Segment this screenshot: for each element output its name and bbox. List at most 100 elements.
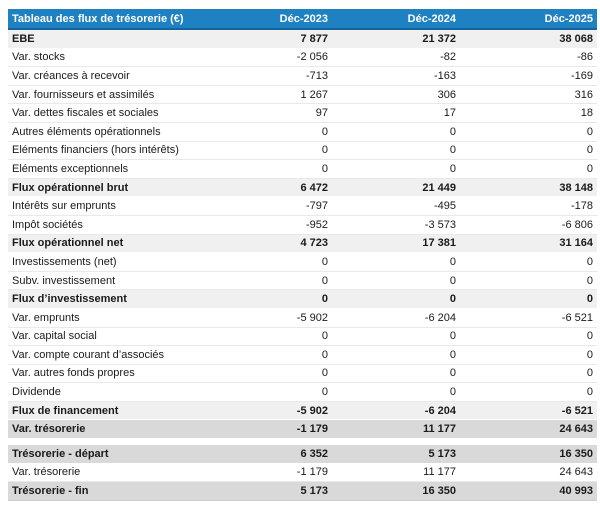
cell-value: 7 877 (203, 29, 332, 49)
row-label: Flux de financement (8, 401, 203, 421)
header-row: Tableau des flux de trésorerie (€) Déc-2… (8, 9, 597, 30)
table-row: Flux opérationnel brut 6 472 21 449 38 148 (8, 178, 597, 198)
cell-value: -163 (332, 66, 460, 86)
cell-value: 0 (332, 289, 460, 309)
cell-value: 11 177 (332, 463, 460, 483)
table-row: EBE 7 877 21 372 38 068 (8, 29, 597, 49)
cell-value: 11 177 (332, 419, 460, 440)
cell-value: 0 (460, 271, 597, 291)
cashflow-table: Tableau des flux de trésorerie (€) Déc-2… (8, 9, 597, 501)
cell-value: 0 (332, 345, 460, 365)
cell-value: 0 (203, 289, 332, 309)
cell-value: 0 (332, 159, 460, 179)
cell-value: 0 (460, 252, 597, 272)
cell-value: -952 (203, 215, 332, 235)
table-row: Var. créances à recevoir -713 -163 -169 (8, 66, 597, 86)
row-label: Var. trésorerie (8, 463, 203, 483)
row-label: Var. emprunts (8, 308, 203, 328)
cell-value: 0 (460, 122, 597, 142)
cell-value: 0 (203, 141, 332, 161)
table-row: Dividende 0 0 0 (8, 382, 597, 402)
cell-value: 0 (460, 141, 597, 161)
cell-value: 0 (203, 122, 332, 142)
cell-value: -169 (460, 66, 597, 86)
cell-value: 0 (203, 271, 332, 291)
row-label: Var. stocks (8, 48, 203, 68)
cell-value: -713 (203, 66, 332, 86)
table-row: Var. emprunts -5 902 -6 204 -6 521 (8, 308, 597, 328)
table-row: Eléments exceptionnels 0 0 0 (8, 159, 597, 179)
cell-value: 16 350 (460, 445, 597, 464)
row-label: Trésorerie - départ (8, 445, 203, 464)
table-row: Subv. investissement 0 0 0 (8, 271, 597, 291)
cell-value: 0 (332, 141, 460, 161)
table-row: Impôt sociétés -952 -3 573 -6 806 (8, 215, 597, 235)
cell-value: -1 179 (203, 419, 332, 440)
table-row: Var. capital social 0 0 0 (8, 327, 597, 347)
row-label: Var. fournisseurs et assimilés (8, 85, 203, 105)
cell-value: 1 267 (203, 85, 332, 105)
cell-value: 17 (332, 103, 460, 123)
cell-value: 5 173 (203, 481, 332, 501)
cell-value: -6 204 (332, 308, 460, 328)
column-header-dec-2025: Déc-2025 (460, 9, 597, 30)
cell-value: 0 (460, 382, 597, 402)
cell-value: -6 521 (460, 308, 597, 328)
cell-value: 0 (332, 271, 460, 291)
cell-value: 18 (460, 103, 597, 123)
cell-value: 316 (460, 85, 597, 105)
cell-value: 0 (460, 345, 597, 365)
cell-value: 0 (460, 327, 597, 347)
cell-value: -6 806 (460, 215, 597, 235)
cell-value: 38 148 (460, 178, 597, 198)
spacer-row (8, 438, 597, 446)
row-label: Impôt sociétés (8, 215, 203, 235)
cell-value: 0 (332, 327, 460, 347)
table-row: Var. trésorerie -1 179 11 177 24 643 (8, 419, 597, 440)
cashflow-table-container: Tableau des flux de trésorerie (€) Déc-2… (8, 9, 597, 501)
row-label: EBE (8, 29, 203, 49)
cell-value: 0 (460, 159, 597, 179)
table-row: Flux opérationnel net 4 723 17 381 31 164 (8, 234, 597, 254)
cell-value: -6 204 (332, 401, 460, 421)
row-label: Intérêts sur emprunts (8, 196, 203, 216)
row-label: Flux opérationnel brut (8, 178, 203, 198)
row-label: Eléments exceptionnels (8, 159, 203, 179)
table-row: Autres éléments opérationnels 0 0 0 (8, 122, 597, 142)
cell-value: 97 (203, 103, 332, 123)
cell-value: -5 902 (203, 401, 332, 421)
cell-value: 4 723 (203, 234, 332, 254)
row-label: Var. capital social (8, 327, 203, 347)
cell-value: -6 521 (460, 401, 597, 421)
table-row: Investissements (net) 0 0 0 (8, 252, 597, 272)
cell-value: 306 (332, 85, 460, 105)
table-row: Var. compte courant d’associés 0 0 0 (8, 345, 597, 365)
cell-value: 0 (203, 159, 332, 179)
table-row: Var. stocks -2 056 -82 -86 (8, 48, 597, 68)
row-label: Investissements (net) (8, 252, 203, 272)
cell-value: 21 372 (332, 29, 460, 49)
row-label: Dividende (8, 382, 203, 402)
cell-value: -86 (460, 48, 597, 68)
cell-value: 0 (203, 345, 332, 365)
cell-value: 0 (332, 122, 460, 142)
table-title: Tableau des flux de trésorerie (€) (8, 9, 203, 30)
table-body: EBE 7 877 21 372 38 068 Var. stocks -2 056 -82… (8, 29, 597, 501)
table-row: Var. dettes fiscales et sociales 97 17 18 (8, 103, 597, 123)
cell-value: 0 (203, 252, 332, 272)
row-label: Trésorerie - fin (8, 481, 203, 501)
table-row: Flux de financement -5 902 -6 204 -6 521 (8, 401, 597, 421)
table-row: Intérêts sur emprunts -797 -495 -178 (8, 196, 597, 216)
row-label: Flux d’investissement (8, 289, 203, 309)
table-row: Var. autres fonds propres 0 0 0 (8, 364, 597, 384)
cell-value: 0 (460, 364, 597, 384)
table-row: Trésorerie - fin 5 173 16 350 40 993 (8, 481, 597, 501)
cell-value: 24 643 (460, 463, 597, 483)
row-label: Var. trésorerie (8, 419, 203, 440)
cell-value: -82 (332, 48, 460, 68)
cell-value: 0 (332, 364, 460, 384)
table-row: Flux d’investissement 0 0 0 (8, 289, 597, 309)
cell-value: 0 (332, 252, 460, 272)
cell-value: 6 352 (203, 445, 332, 464)
cell-value: 0 (332, 382, 460, 402)
